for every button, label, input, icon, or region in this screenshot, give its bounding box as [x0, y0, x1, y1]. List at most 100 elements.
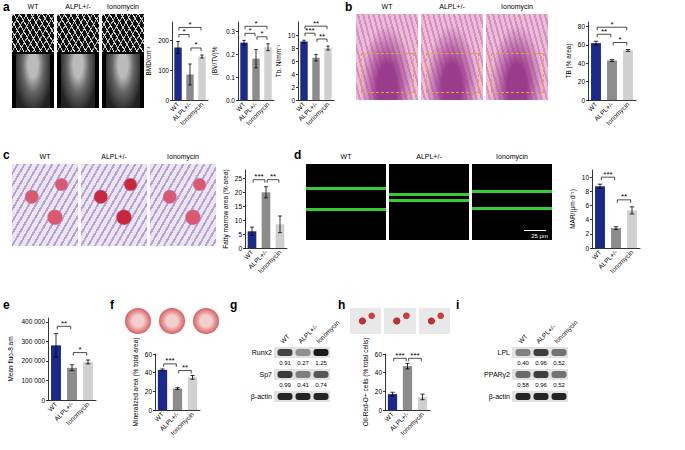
svg-text:20: 20 [235, 189, 243, 196]
svg-text:2: 2 [291, 84, 295, 91]
svg-text:WT: WT [234, 101, 246, 113]
svg-text:0.0: 0.0 [226, 97, 235, 104]
svg-text:Ionomycin: Ionomycin [169, 410, 196, 437]
svg-text:Ionomycin: Ionomycin [609, 248, 636, 275]
svg-text:5: 5 [238, 231, 242, 238]
svg-text:10: 10 [582, 174, 590, 181]
svg-text:100 000: 100 000 [22, 377, 46, 384]
svg-text:4: 4 [291, 71, 295, 78]
svg-text:0.96: 0.96 [535, 360, 547, 366]
svg-text:PPARγ2: PPARγ2 [484, 371, 510, 379]
svg-text:1.25: 1.25 [315, 360, 327, 366]
svg-text:*: * [254, 19, 257, 28]
svg-text:400 000: 400 000 [22, 318, 46, 325]
svg-text:Ionomycin: Ionomycin [245, 100, 272, 127]
svg-text:0.2: 0.2 [226, 51, 235, 58]
svg-text:WT: WT [383, 411, 395, 423]
svg-text:0: 0 [585, 245, 589, 252]
svg-text:ALPL+/-: ALPL+/- [247, 249, 269, 271]
svg-text:Ionomycin: Ionomycin [257, 248, 284, 275]
svg-text:WT: WT [242, 249, 254, 261]
svg-text:0: 0 [148, 407, 152, 414]
svg-text:**: ** [313, 19, 319, 28]
svg-text:TB (% area): TB (% area) [565, 43, 573, 78]
svg-text:ALPL+/-: ALPL+/- [53, 401, 75, 423]
svg-text:0.3: 0.3 [226, 28, 235, 35]
svg-text:Ionomycin: Ionomycin [65, 400, 92, 427]
svg-text:ALPL+/-: ALPL+/- [171, 101, 193, 123]
svg-text:0: 0 [165, 97, 169, 104]
svg-text:Ionomycin: Ionomycin [605, 100, 632, 127]
svg-text:0.58: 0.58 [517, 382, 529, 388]
svg-text:Mean fluo-8 am: Mean fluo-8 am [7, 336, 14, 381]
svg-text:**: ** [621, 192, 627, 201]
svg-text:***: *** [395, 351, 404, 360]
svg-text:ALPL+/-: ALPL+/- [593, 101, 615, 123]
svg-text:ALPL+/-: ALPL+/- [158, 411, 180, 433]
svg-text:BMD/cm⁻³: BMD/cm⁻³ [145, 46, 152, 76]
svg-text:WT: WT [586, 101, 598, 113]
svg-text:*: * [618, 35, 621, 44]
svg-text:6: 6 [585, 202, 589, 209]
svg-text:Ionomycin: Ionomycin [315, 319, 342, 346]
svg-text:40: 40 [375, 369, 383, 376]
svg-text:β-actin: β-actin [251, 393, 272, 401]
svg-text:0.1: 0.1 [226, 74, 235, 81]
svg-text:300 000: 300 000 [22, 338, 46, 345]
svg-text:2: 2 [585, 230, 589, 237]
svg-text:8: 8 [291, 45, 295, 52]
svg-text:*: * [188, 20, 191, 29]
svg-text:0.41: 0.41 [297, 382, 309, 388]
svg-text:WT: WT [46, 401, 58, 413]
svg-text:Runx2: Runx2 [252, 349, 272, 356]
svg-text:0.74: 0.74 [315, 382, 327, 388]
svg-text:0.27: 0.27 [297, 360, 309, 366]
svg-text:Oil-Red-O+ cells (% total cell: Oil-Red-O+ cells (% total cells) [362, 338, 370, 427]
svg-text:Sp7: Sp7 [260, 371, 273, 379]
svg-text:40: 40 [578, 60, 586, 67]
svg-text:20: 20 [578, 78, 586, 85]
svg-text:LPL: LPL [498, 349, 511, 356]
svg-text:*: * [182, 27, 185, 36]
svg-text:*: * [194, 40, 197, 49]
svg-text:4: 4 [585, 216, 589, 223]
svg-text:***: *** [410, 351, 419, 360]
svg-text:WT: WT [168, 101, 180, 113]
svg-text:*: * [610, 20, 613, 29]
svg-text:Ionomycin: Ionomycin [179, 100, 206, 127]
svg-text:100: 100 [158, 67, 169, 74]
svg-text:0.99: 0.99 [279, 382, 291, 388]
svg-text:0.96: 0.96 [535, 382, 547, 388]
svg-text:*: * [78, 345, 81, 354]
svg-text:WT: WT [294, 101, 306, 113]
svg-text:10: 10 [235, 217, 243, 224]
svg-text:Ionomycin: Ionomycin [553, 319, 580, 346]
svg-text:25: 25 [235, 175, 243, 182]
svg-text:ALPL+/-: ALPL+/- [297, 101, 319, 123]
svg-text:0.52: 0.52 [553, 382, 565, 388]
svg-text:20: 20 [375, 388, 383, 395]
svg-text:0: 0 [238, 245, 242, 252]
svg-text:*: * [260, 29, 263, 38]
svg-text:**: ** [182, 363, 188, 372]
svg-text:15: 15 [235, 203, 243, 210]
svg-text:0: 0 [291, 97, 295, 104]
svg-text:40: 40 [145, 369, 153, 376]
svg-text:***: *** [305, 26, 314, 35]
svg-text:8: 8 [585, 188, 589, 195]
svg-text:20: 20 [145, 388, 153, 395]
svg-text:*: * [248, 26, 251, 35]
svg-text:***: *** [254, 172, 263, 181]
svg-text:**: ** [601, 27, 607, 36]
svg-text:10: 10 [288, 32, 296, 39]
svg-text:80: 80 [578, 23, 586, 30]
svg-text:***: *** [165, 356, 174, 365]
svg-text:**: ** [270, 172, 276, 181]
svg-text:Mineralized area (% total area: Mineralized area (% total area) [132, 338, 140, 427]
svg-text:Fatty marrow area (% area): Fatty marrow area (% area) [222, 169, 230, 248]
svg-text:0: 0 [378, 407, 382, 414]
svg-text:60: 60 [145, 351, 153, 358]
svg-text:WT: WT [590, 249, 602, 261]
svg-text:WT: WT [279, 333, 291, 345]
svg-text:***: *** [603, 170, 612, 179]
